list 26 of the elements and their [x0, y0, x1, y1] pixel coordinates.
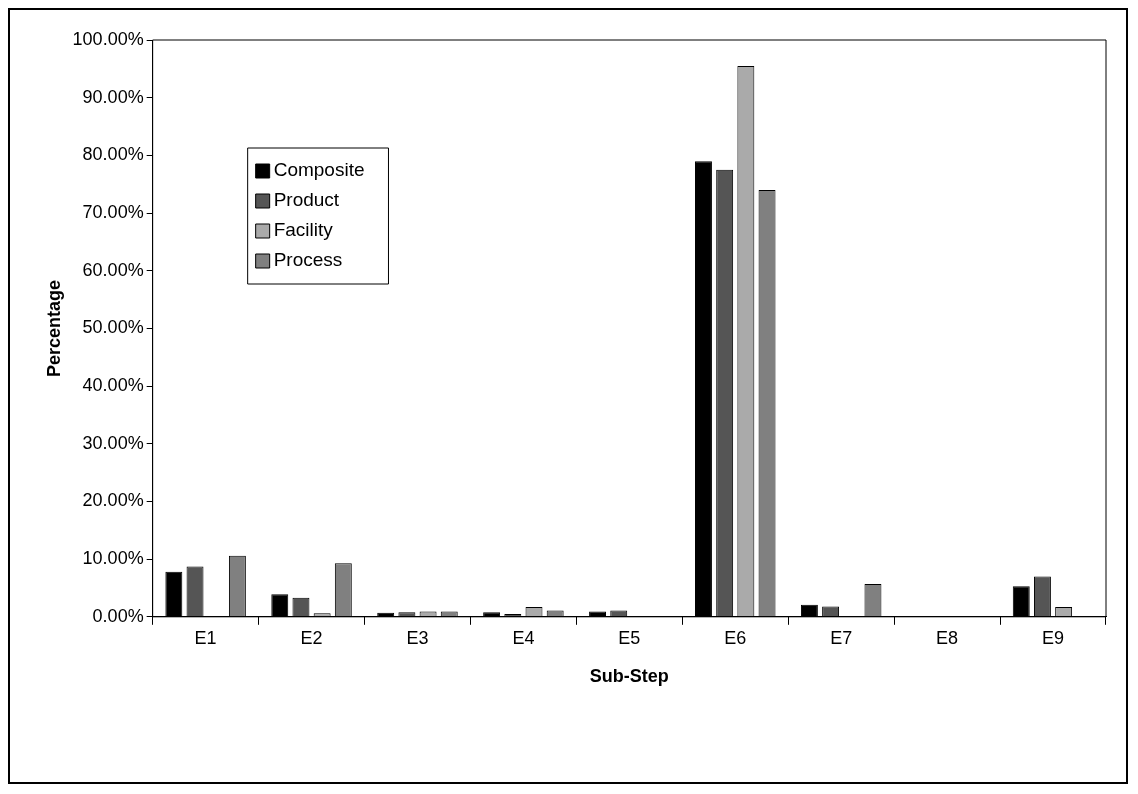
y-tick-label: 80.00% — [82, 144, 144, 165]
y-tick-label: 10.00% — [82, 548, 144, 569]
y-tick-label: 40.00% — [82, 375, 144, 396]
x-tick-label: E4 — [512, 627, 535, 648]
y-tick-label: 30.00% — [82, 432, 144, 453]
legend-label: Process — [273, 249, 343, 271]
x-tick-label: E6 — [724, 627, 747, 648]
x-tick-label: E8 — [936, 627, 959, 648]
y-tick-label: 20.00% — [82, 490, 144, 511]
x-tick-label: E1 — [194, 627, 217, 648]
y-tick-label: 70.00% — [82, 202, 144, 223]
y-tick-label: 100.00% — [72, 28, 144, 49]
y-axis-title: Percentage — [43, 279, 64, 377]
x-tick-label: E2 — [300, 627, 323, 648]
x-tick-label: E3 — [406, 627, 429, 648]
y-tick-label: 50.00% — [82, 317, 144, 338]
legend-label: Composite — [273, 159, 365, 181]
y-tick-label: 90.00% — [82, 86, 144, 107]
legend-label: Product — [273, 189, 340, 211]
x-tick-label: E7 — [830, 627, 853, 648]
legend-label: Facility — [273, 219, 334, 241]
x-tick-label: E9 — [1042, 627, 1065, 648]
y-tick-label: 0.00% — [92, 605, 144, 626]
y-tick-label: 60.00% — [82, 259, 144, 280]
x-axis-title: Sub-Step — [589, 666, 669, 687]
x-tick-label: E5 — [618, 627, 641, 648]
